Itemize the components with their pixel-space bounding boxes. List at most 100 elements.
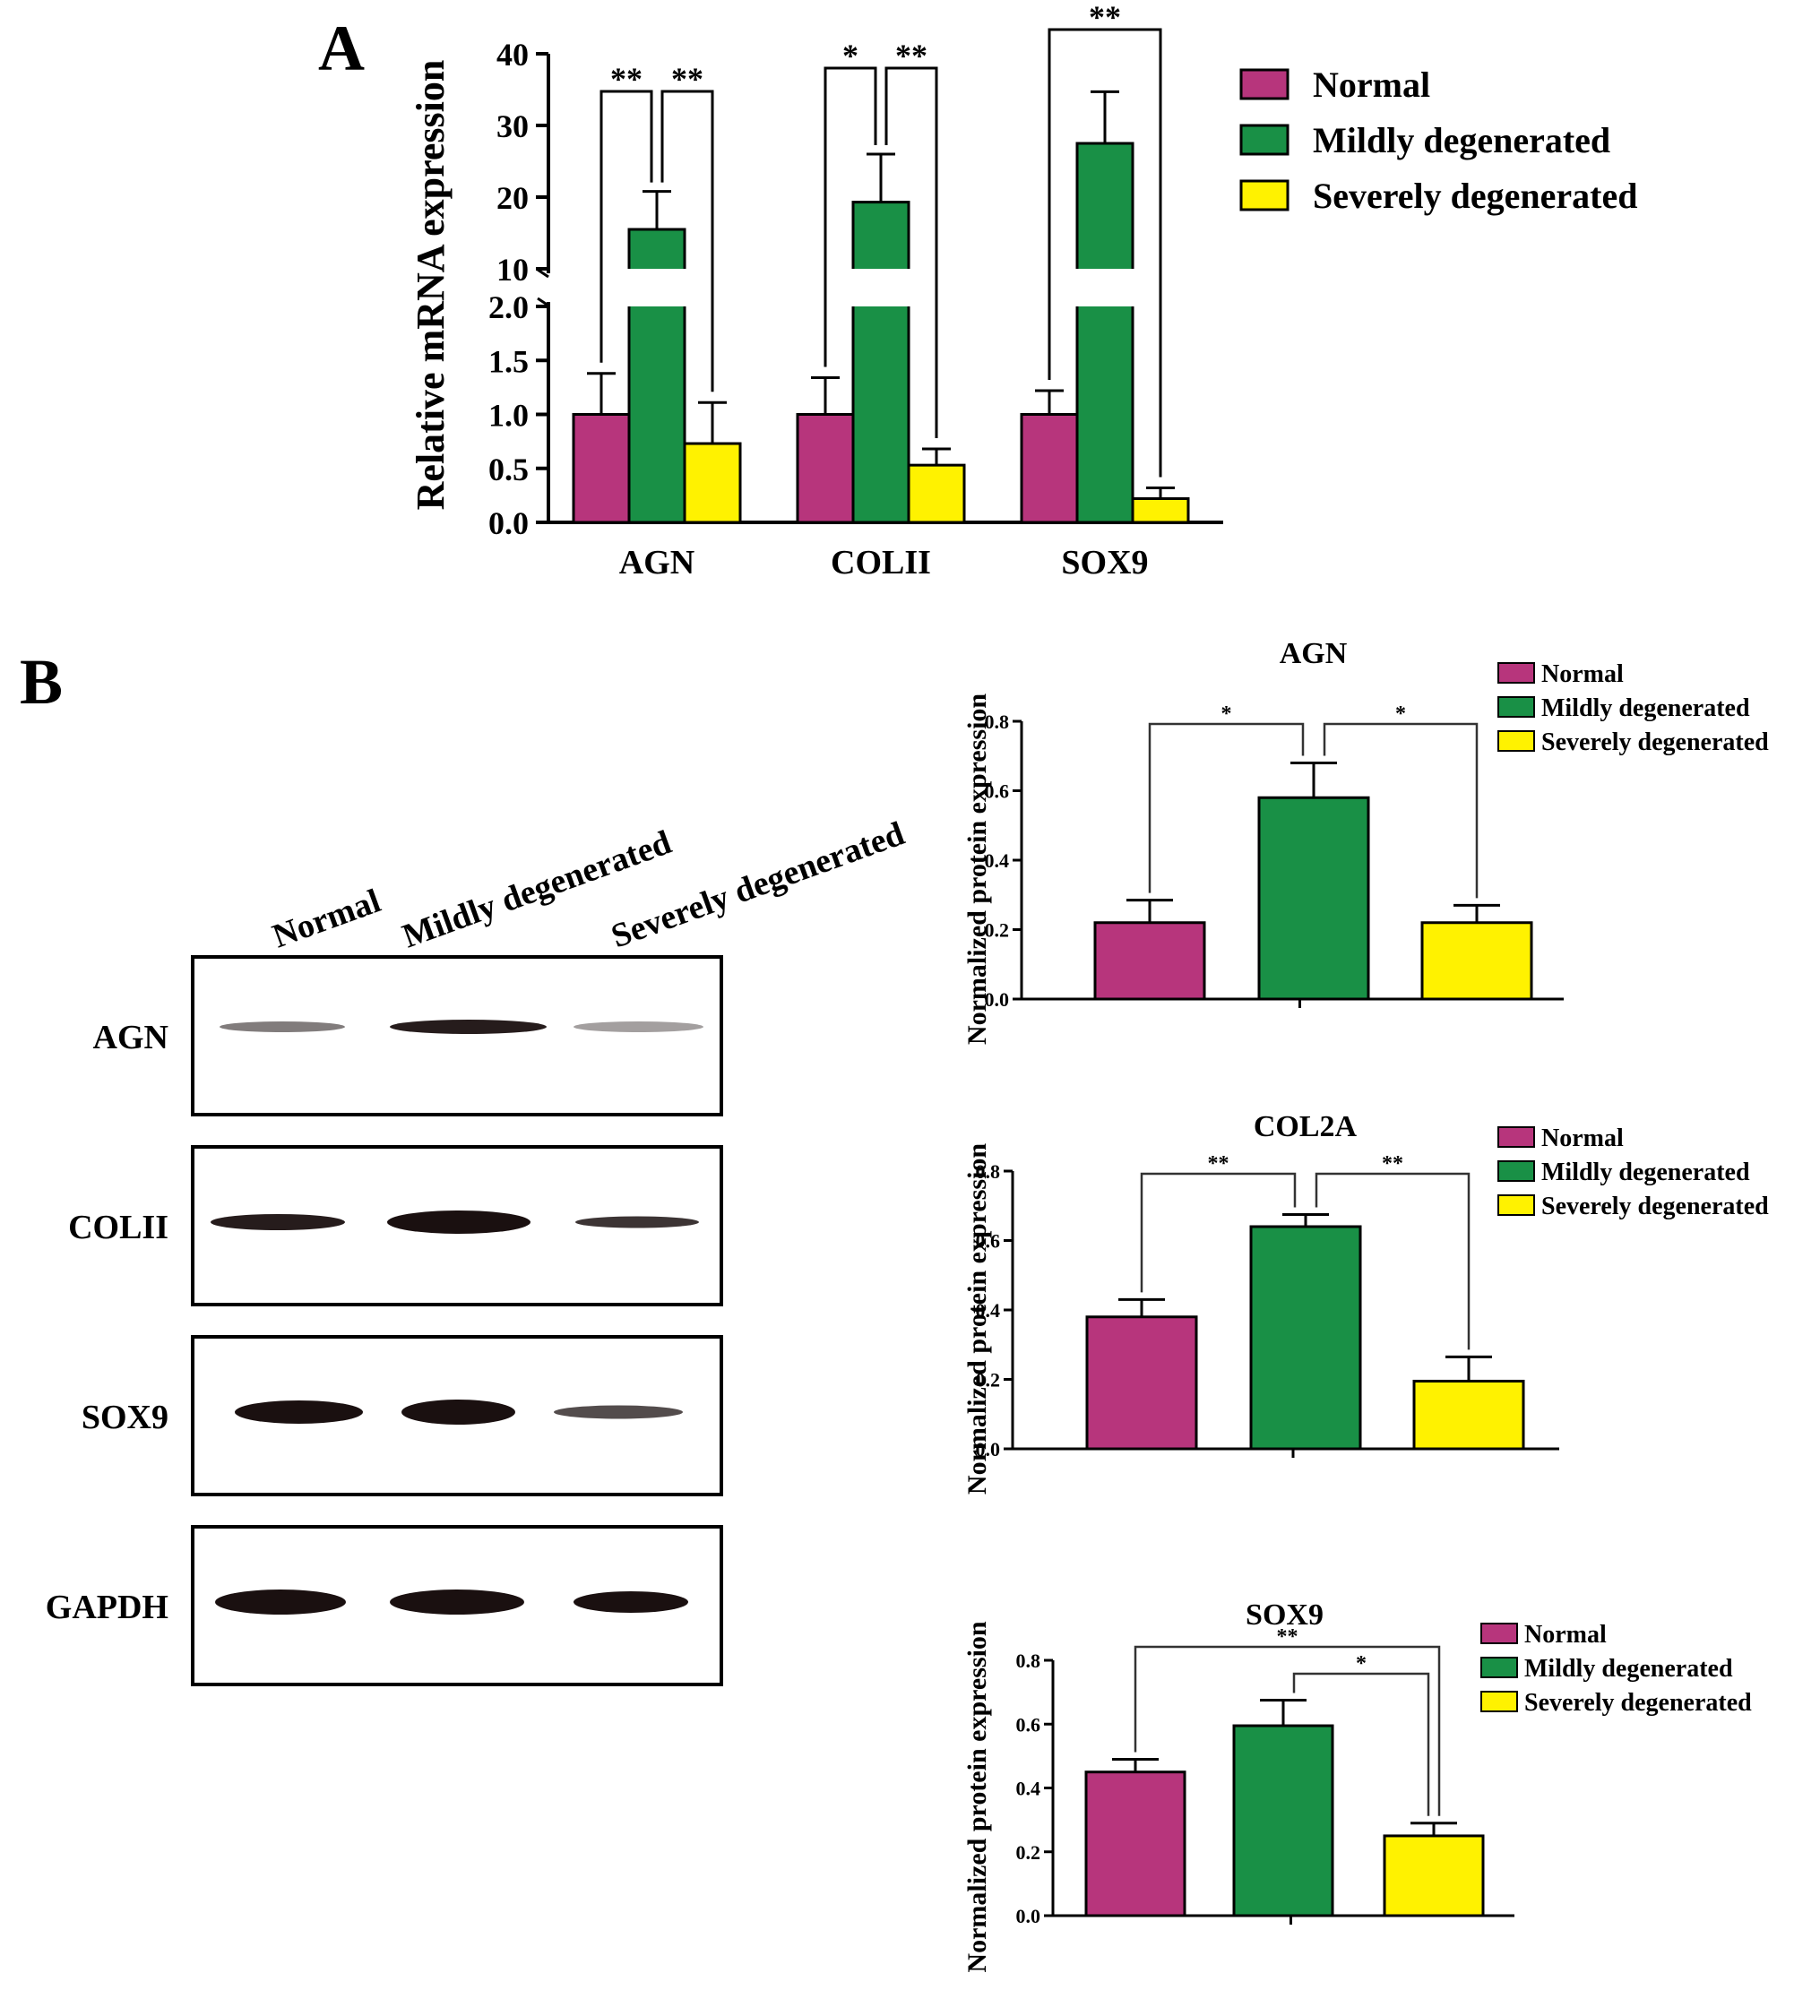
y-tick-label: 30 xyxy=(496,108,529,144)
legend-swatch-mild xyxy=(1497,696,1535,718)
legend-swatch-normal xyxy=(1497,1126,1535,1148)
axis-break-mark xyxy=(537,297,549,307)
y-tick-label: 2.0 xyxy=(488,289,529,325)
y-tick-label: 0.0 xyxy=(1016,1905,1041,1927)
legend-label-normal: Normal xyxy=(1524,1621,1607,1649)
x-tick-label-sox9: SOX9 xyxy=(1061,544,1148,582)
panel-label-a: A xyxy=(318,13,365,84)
blot-band-colii-normal xyxy=(211,1214,345,1230)
y-tick-label: 0.8 xyxy=(1016,1650,1041,1672)
significance-label: ** xyxy=(1089,0,1121,35)
legend-label-mild: Mildly degenerated xyxy=(1524,1655,1733,1683)
bar-normal xyxy=(1084,1770,1186,1917)
y-tick-label: 20 xyxy=(496,180,529,216)
mrna-bar-chart: 0.0 0.5 1.0 1.5 2.010 20 30 40 Relative mRNA exp… xyxy=(409,0,1223,582)
legend-swatch-mild xyxy=(1239,124,1290,156)
legend-swatch-mild xyxy=(1497,1160,1535,1182)
bar-mild-sox9 xyxy=(1075,142,1134,524)
significance-bracket xyxy=(1134,1645,1441,1816)
legend-swatch-severe xyxy=(1497,1194,1535,1216)
legend-swatch-normal xyxy=(1497,662,1535,684)
legend-label-severe: Severely degenerated xyxy=(1541,1193,1769,1220)
bar-severe xyxy=(1412,1379,1525,1451)
blot-row-label-sox9: SOX9 xyxy=(82,1399,168,1436)
significance-label: * xyxy=(1395,702,1406,726)
bar-severe-colii xyxy=(907,463,966,524)
bar-severe-agn xyxy=(683,442,742,524)
y-tick-label: 0.2 xyxy=(1016,1841,1041,1864)
x-tick-label-colii: COLII xyxy=(831,544,931,582)
blot-band-gapdh-mild xyxy=(390,1590,524,1615)
y-tick-label: 0.6 xyxy=(1016,1713,1041,1736)
legend-label-mild: Mildly degenerated xyxy=(1541,694,1750,722)
legend-label-severe: Severely degenerated xyxy=(1313,176,1637,216)
western-blot: Normal Mildly degenerated Severely degen… xyxy=(46,814,910,1686)
y-axis-label: Normalized protein expression xyxy=(962,1621,992,1973)
y-tick-label: 1.5 xyxy=(488,343,529,379)
y-tick-label: 0.0 xyxy=(985,988,1010,1011)
chart-title: SOX9 xyxy=(1246,1598,1324,1632)
bar-severe-sox9 xyxy=(1131,496,1190,524)
bar-normal-sox9 xyxy=(1020,413,1079,524)
protein-chart-sox9: SOX9 Normalized protein expression 0.0 0.2 0… xyxy=(962,1598,1752,1973)
axis-break-gap xyxy=(851,269,910,306)
y-tick-label: 0.4 xyxy=(985,849,1010,872)
mrna-legend: Normal Mildly degenerated Severely degener… xyxy=(1239,65,1637,216)
blot-band-sox9-normal xyxy=(235,1400,363,1424)
y-axis-label: Normalized protein expression xyxy=(962,1143,992,1495)
significance-bracket xyxy=(599,90,653,363)
y-tick-label: 0.0 xyxy=(976,1438,1001,1460)
y-tick-label: 0.0 xyxy=(488,505,529,541)
blot-lane-label-normal: Normal xyxy=(268,882,385,955)
bar-normal-agn xyxy=(572,413,631,524)
legend-label-mild: Mildly degenerated xyxy=(1313,120,1610,160)
significance-label: * xyxy=(1221,702,1232,726)
bar-normal-colii xyxy=(796,413,855,524)
y-tick-label: 0.8 xyxy=(985,711,1010,733)
legend-label-normal: Normal xyxy=(1541,1124,1624,1152)
significance-label: ** xyxy=(1382,1152,1403,1176)
y-tick-label: 0.4 xyxy=(1016,1778,1041,1800)
legend-swatch-normal xyxy=(1239,68,1290,100)
bar-severe xyxy=(1420,921,1533,1001)
y-tick-label: 0.2 xyxy=(976,1369,1001,1391)
significance-label: * xyxy=(842,38,858,73)
y-tick-label: 40 xyxy=(496,37,529,73)
y-tick-label: 0.2 xyxy=(985,919,1010,942)
significance-label: ** xyxy=(1277,1625,1298,1649)
blot-band-agn-normal xyxy=(220,1021,345,1032)
blot-band-agn-severe xyxy=(574,1021,703,1032)
legend-swatch-severe xyxy=(1239,179,1290,211)
legend-label-normal: Normal xyxy=(1541,660,1624,688)
legend-swatch-mild xyxy=(1480,1657,1518,1678)
blot-band-colii-severe xyxy=(575,1216,699,1228)
significance-label: ** xyxy=(1208,1152,1229,1176)
blot-band-sox9-severe xyxy=(554,1405,683,1419)
significance-bracket xyxy=(824,66,877,367)
legend-swatch-normal xyxy=(1480,1623,1518,1644)
panel-label-b: B xyxy=(20,646,63,718)
bar-mild xyxy=(1249,1225,1362,1451)
bar-normal xyxy=(1085,1315,1198,1451)
y-tick-label: 0.5 xyxy=(488,452,529,487)
legend-swatch-severe xyxy=(1480,1691,1518,1712)
bar-mild xyxy=(1232,1724,1334,1917)
legend-label-normal: Normal xyxy=(1313,65,1430,105)
significance-bracket xyxy=(1292,1672,1430,1816)
axis-break-gap xyxy=(627,269,686,306)
blot-band-agn-mild xyxy=(390,1020,547,1034)
significance-bracket xyxy=(884,66,938,439)
y-axis-label: Normalized protein expression xyxy=(962,694,992,1046)
y-tick-label: 0.8 xyxy=(976,1160,1001,1183)
legend-label-severe: Severely degenerated xyxy=(1541,728,1769,756)
chart-title: COL2A xyxy=(1254,1110,1358,1143)
significance-label: ** xyxy=(671,61,703,97)
legend-swatch-severe xyxy=(1497,730,1535,752)
significance-bracket xyxy=(1140,1172,1297,1293)
bar-mild xyxy=(1257,796,1370,1001)
axis-break-gap xyxy=(1075,269,1134,306)
significance-bracket xyxy=(1148,722,1305,893)
blot-row-label-agn: AGN xyxy=(93,1019,168,1056)
